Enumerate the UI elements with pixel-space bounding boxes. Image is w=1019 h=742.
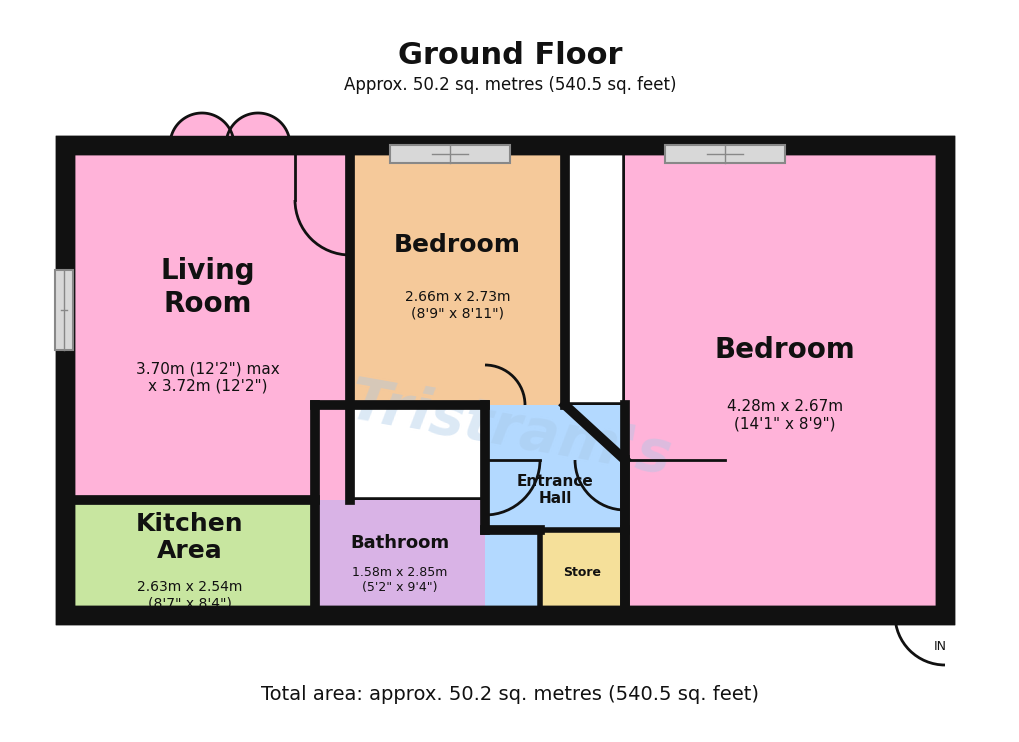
Text: IN: IN — [932, 640, 946, 653]
Bar — [315, 500, 484, 615]
Text: Ground Floor: Ground Floor — [397, 41, 622, 70]
Bar — [539, 530, 625, 615]
Bar — [350, 145, 565, 405]
Text: Bathroom: Bathroom — [351, 533, 449, 551]
Bar — [65, 145, 944, 615]
Bar — [65, 500, 315, 615]
Text: Store: Store — [562, 566, 601, 579]
Bar — [65, 145, 350, 500]
Bar — [484, 405, 625, 615]
Text: Bedroom: Bedroom — [393, 233, 521, 257]
Bar — [484, 405, 625, 615]
Text: Bedroom: Bedroom — [714, 336, 855, 364]
Bar — [389, 145, 510, 163]
Bar — [350, 145, 565, 405]
Bar — [65, 145, 944, 615]
Text: 4.28m x 2.67m
(14'1" x 8'9"): 4.28m x 2.67m (14'1" x 8'9") — [727, 398, 843, 431]
Bar — [65, 145, 350, 500]
Text: Total area: approx. 50.2 sq. metres (540.5 sq. feet): Total area: approx. 50.2 sq. metres (540… — [261, 686, 758, 704]
Bar — [664, 145, 785, 163]
Bar — [65, 500, 315, 615]
Bar — [539, 530, 625, 615]
Bar — [55, 270, 73, 350]
Bar — [315, 500, 484, 615]
Text: Approx. 50.2 sq. metres (540.5 sq. feet): Approx. 50.2 sq. metres (540.5 sq. feet) — [343, 76, 676, 94]
Text: 1.58m x 2.85m
(5'2" x 9'4"): 1.58m x 2.85m (5'2" x 9'4") — [352, 565, 447, 594]
Text: Entrance
Hall: Entrance Hall — [516, 474, 593, 506]
Text: Kitchen
Area: Kitchen Area — [137, 511, 244, 563]
Polygon shape — [170, 113, 233, 145]
Text: Tristram's: Tristram's — [344, 373, 675, 487]
Polygon shape — [226, 113, 289, 145]
Bar — [625, 145, 944, 615]
Bar — [625, 145, 944, 615]
Text: Living
Room: Living Room — [160, 257, 255, 318]
Text: 3.70m (12'2") max
x 3.72m (12'2"): 3.70m (12'2") max x 3.72m (12'2") — [136, 361, 279, 394]
Text: 2.63m x 2.54m
(8'7" x 8'4"): 2.63m x 2.54m (8'7" x 8'4") — [138, 580, 243, 611]
Text: 2.66m x 2.73m
(8'9" x 8'11"): 2.66m x 2.73m (8'9" x 8'11") — [405, 290, 510, 320]
